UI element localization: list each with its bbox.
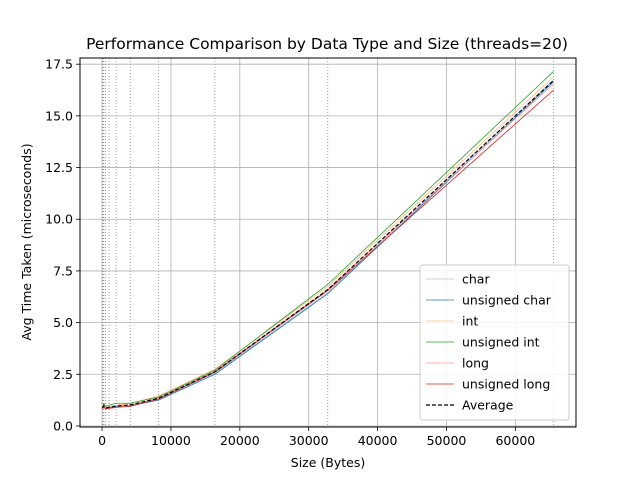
- legend-label: unsigned long: [462, 377, 550, 392]
- legend-box: [419, 264, 570, 421]
- x-axis-label: Size (Bytes): [291, 455, 365, 470]
- series-line: [102, 71, 554, 408]
- legend-label: unsigned int: [462, 335, 540, 350]
- series-lines: [101, 71, 554, 410]
- x-tick-label: 10000: [151, 433, 191, 448]
- x-tick-label: 20000: [220, 433, 260, 448]
- x-tick-label: 50000: [427, 433, 467, 448]
- x-tick-label: 40000: [358, 433, 398, 448]
- y-tick-label: 10.0: [45, 212, 73, 227]
- legend-label: Average: [462, 398, 514, 413]
- legend: char unsigned char int unsigned int long unsi…: [419, 264, 570, 421]
- chart-title: Performance Comparison by Data Type and …: [86, 35, 568, 53]
- y-tick-label: 17.5: [45, 57, 73, 72]
- series-line: [101, 80, 554, 409]
- x-axis-ticks: 0 10000 20000 30000 40000 50000 60000: [98, 427, 535, 448]
- legend-label: long: [462, 356, 489, 371]
- y-tick-label: 15.0: [45, 108, 73, 123]
- y-axis-label: Avg Time Taken (microseconds): [19, 143, 34, 340]
- x-tick-label: 0: [98, 433, 106, 448]
- x-tick-label: 60000: [495, 433, 535, 448]
- legend-label: int: [462, 314, 478, 329]
- plot-frame: [79, 57, 577, 428]
- y-tick-label: 5.0: [53, 315, 73, 330]
- y-axis-ticks: 0.0 2.5 5.0 7.5 10.0 12.5 15.0 17.5: [45, 57, 80, 433]
- legend-label: char: [462, 272, 490, 287]
- y-tick-label: 2.5: [53, 367, 73, 382]
- y-tick-label: 0.0: [53, 418, 73, 433]
- y-tick-label: 12.5: [45, 160, 73, 175]
- y-tick-label: 7.5: [53, 263, 73, 278]
- legend-label: unsigned char: [462, 293, 552, 308]
- x-tick-label: 30000: [289, 433, 329, 448]
